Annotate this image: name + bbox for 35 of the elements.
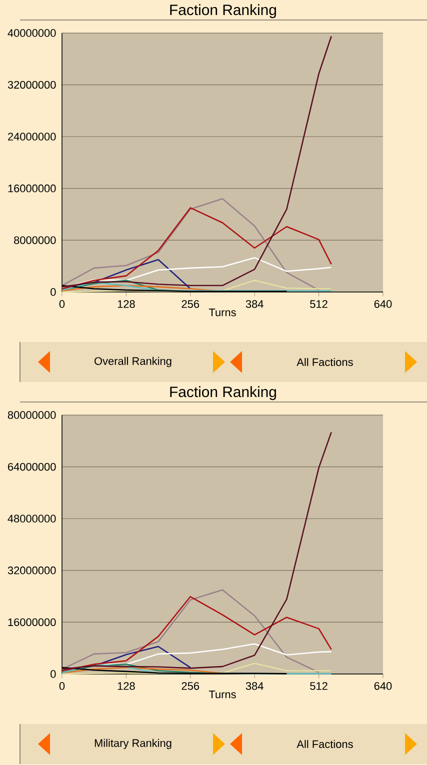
- x-tick-label: 128: [118, 300, 135, 308]
- y-tick-label: 64000000: [8, 462, 56, 471]
- y-tick-label: 0: [50, 288, 56, 296]
- text: Overall Ranking: [94, 356, 172, 368]
- chart-title: Faction Ranking: [170, 4, 276, 18]
- y-tick-label: 32000000: [8, 566, 56, 574]
- line-series: [61, 257, 332, 289]
- x-tick-label: 512: [310, 682, 328, 690]
- x-tick-label: 0: [59, 300, 64, 308]
- y-tick-label: 32000000: [8, 80, 56, 89]
- text: All Factions: [296, 358, 353, 366]
- text: Military Ranking: [94, 738, 172, 750]
- x-tick-label: 256: [182, 682, 199, 690]
- y-tick-label: 24000000: [8, 132, 56, 140]
- x-tick-label: 384: [246, 300, 264, 308]
- y-tick-label: 40000000: [8, 29, 56, 37]
- line-series: [61, 36, 332, 288]
- y-tick-label: 16000000: [8, 184, 56, 192]
- y-tick-label: 8000000: [14, 236, 56, 244]
- x-axis-title: Turns: [208, 308, 236, 316]
- x-axis-title: Turns: [208, 690, 236, 698]
- chart-title: Faction Ranking: [170, 386, 276, 400]
- line-series: [61, 432, 332, 670]
- x-tick-label: 512: [310, 300, 328, 308]
- x-tick-label: 384: [246, 682, 264, 690]
- x-tick-label: 0: [59, 682, 64, 690]
- x-tick-label: 128: [118, 682, 135, 690]
- y-tick-label: 48000000: [8, 514, 56, 522]
- x-tick-label: 256: [182, 300, 199, 308]
- y-tick-label: 16000000: [8, 618, 56, 626]
- y-tick-label: 0: [50, 670, 56, 678]
- y-tick-label: 80000000: [8, 411, 56, 419]
- x-tick-label: 640: [374, 682, 392, 690]
- x-tick-label: 640: [374, 300, 392, 308]
- text: All Factions: [296, 740, 353, 748]
